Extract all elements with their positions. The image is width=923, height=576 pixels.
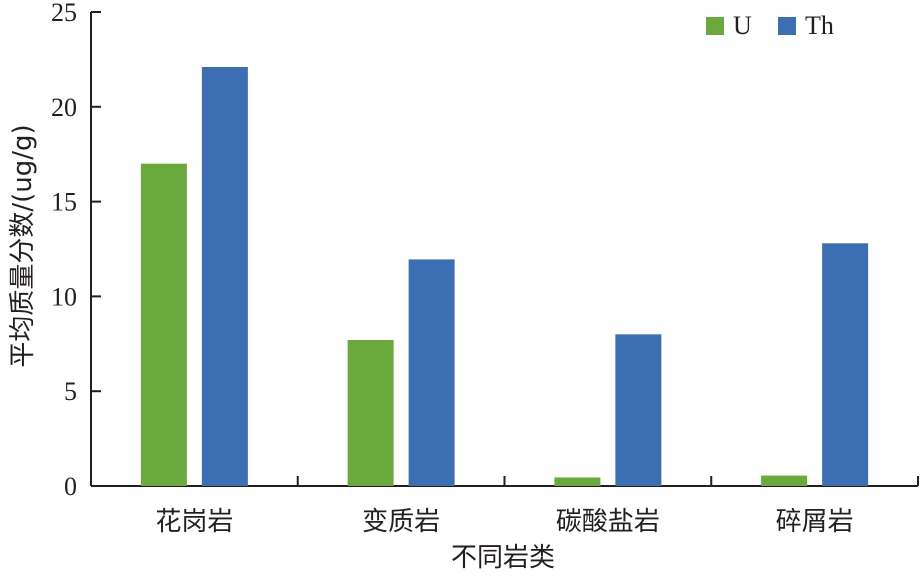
legend-swatch-u bbox=[706, 17, 724, 35]
y-tick-label: 15 bbox=[51, 188, 77, 217]
bar-th bbox=[201, 66, 248, 486]
legend-label-th: Th bbox=[805, 11, 834, 40]
y-tick-label: 5 bbox=[64, 377, 77, 406]
bar-th bbox=[615, 334, 662, 486]
x-axis-title: 不同岩类 bbox=[451, 543, 555, 573]
legend: U Th bbox=[706, 11, 834, 40]
x-category-label: 花岗岩 bbox=[155, 507, 233, 537]
legend-swatch-th bbox=[778, 17, 796, 35]
bar-th bbox=[408, 259, 455, 486]
bar-u bbox=[554, 477, 601, 486]
x-category-label: 碎屑岩 bbox=[776, 507, 854, 537]
bar-u bbox=[140, 163, 187, 486]
x-category-label: 碳酸盐岩 bbox=[556, 507, 660, 537]
bar-th bbox=[822, 243, 869, 486]
bars bbox=[140, 66, 869, 486]
y-tick-label: 0 bbox=[64, 472, 77, 501]
y-axis-title: 平均质量分数/(ug/g) bbox=[8, 124, 38, 367]
legend-label-u: U bbox=[733, 11, 752, 40]
bar-u bbox=[347, 340, 394, 486]
y-tick-label: 25 bbox=[51, 0, 77, 27]
labels: 0 5 10 15 20 25 花岗岩 变质岩 碳酸盐岩 碎屑岩 bbox=[51, 0, 854, 537]
y-tick-label: 10 bbox=[51, 282, 77, 311]
bar-u bbox=[761, 475, 808, 486]
y-tick-label: 20 bbox=[51, 93, 77, 122]
x-category-label: 变质岩 bbox=[362, 507, 440, 537]
